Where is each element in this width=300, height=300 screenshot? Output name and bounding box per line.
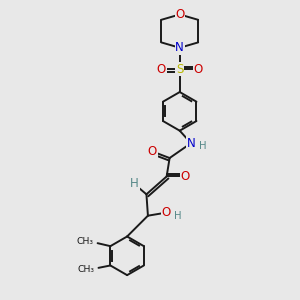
Text: O: O — [161, 206, 170, 219]
Text: N: N — [187, 137, 195, 150]
Text: H: H — [199, 140, 207, 151]
Text: H: H — [130, 177, 139, 190]
Text: O: O — [148, 145, 157, 158]
Text: O: O — [175, 8, 184, 21]
Text: CH₃: CH₃ — [76, 237, 93, 246]
Text: S: S — [176, 63, 183, 76]
Text: O: O — [180, 170, 190, 183]
Text: H: H — [174, 211, 182, 221]
Text: O: O — [194, 63, 203, 76]
Text: CH₃: CH₃ — [77, 266, 94, 274]
Text: O: O — [157, 63, 166, 76]
Text: N: N — [175, 41, 184, 54]
